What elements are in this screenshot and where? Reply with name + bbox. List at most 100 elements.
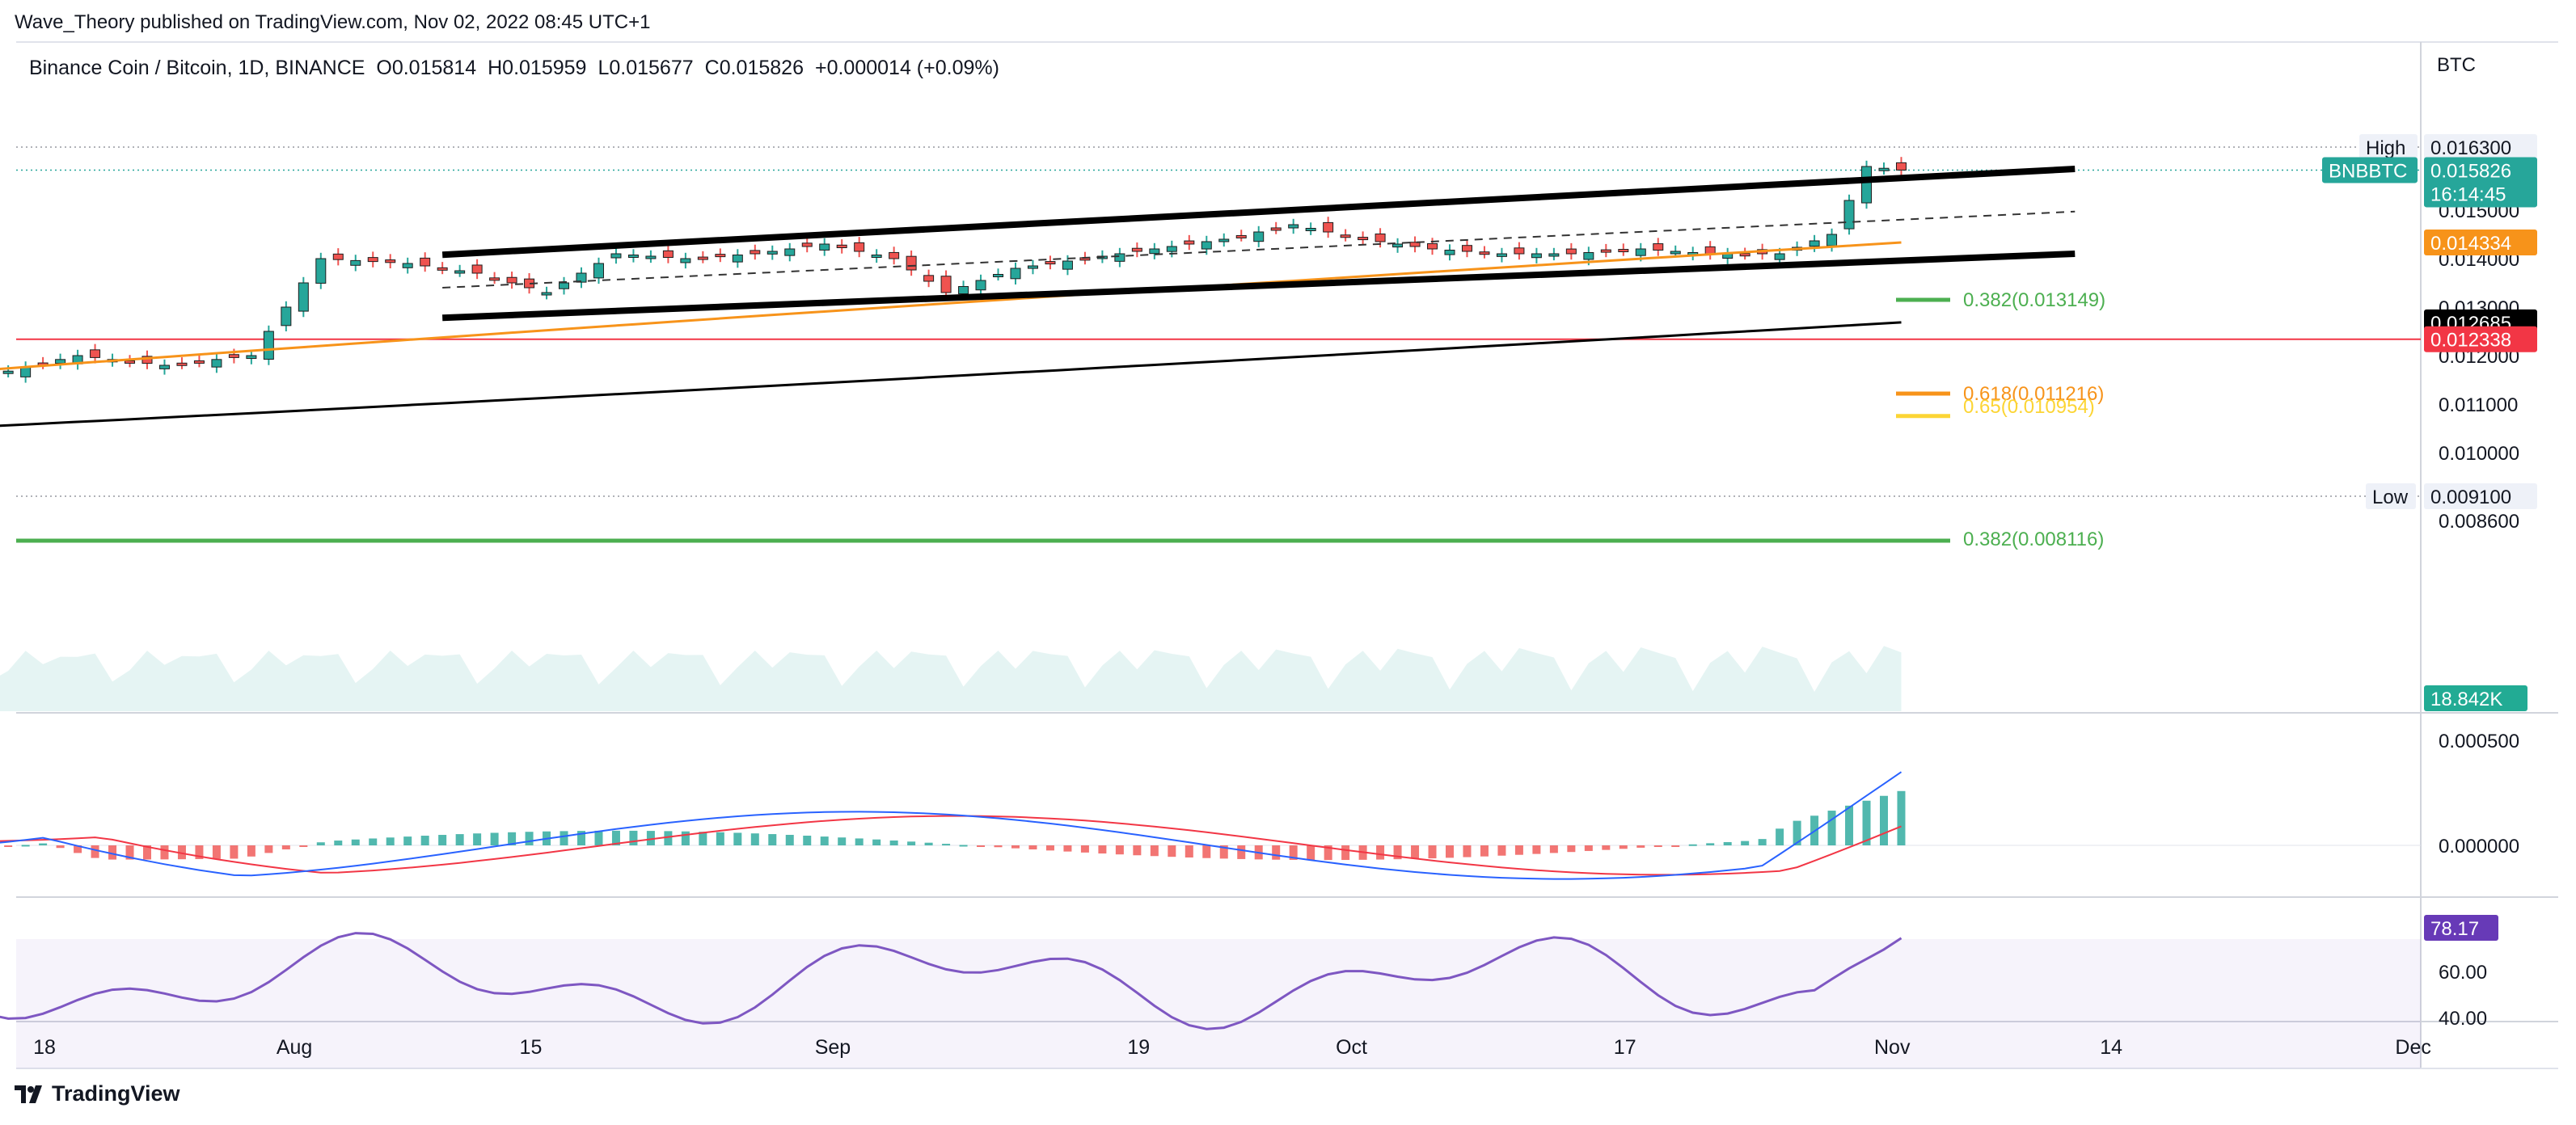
macd-histogram-bar — [907, 841, 916, 845]
tradingview-logo[interactable]: TradingView — [15, 1081, 180, 1106]
rsi-tick-label: 60.00 — [2439, 962, 2487, 984]
candle-body — [1600, 249, 1611, 253]
low-price-tag-bg — [2424, 483, 2537, 509]
macd-histogram-bar — [1202, 845, 1211, 858]
macd-histogram-bar — [1862, 800, 1871, 845]
candle-body — [1704, 246, 1716, 255]
price-tick-label: 0.010000 — [2439, 443, 2519, 465]
low-price-tag: 0.009100 — [2430, 487, 2511, 508]
price-tick-label: 0.008600 — [2439, 511, 2519, 533]
candle-body — [1548, 253, 1560, 257]
macd-histogram-bar — [1324, 845, 1332, 861]
symbol-name-tag: BNBBTC — [2329, 160, 2407, 182]
candle-body — [732, 255, 743, 263]
candle-body — [1774, 253, 1785, 260]
macd-histogram-bar — [264, 845, 273, 853]
ema50-price-tag: 0.014334 — [2430, 233, 2511, 255]
channel-mid-line — [442, 210, 2076, 289]
macd-histogram-bar — [1741, 841, 1750, 845]
high-label-tag: High — [2366, 137, 2405, 159]
macd-histogram-bar — [1411, 845, 1420, 859]
macd-tick-label: 0.000500 — [2439, 731, 2519, 752]
candle-body — [750, 250, 761, 255]
macd-histogram-bar — [74, 845, 82, 853]
macd-histogram-bar — [455, 834, 464, 845]
candle-body — [923, 275, 935, 282]
rsi-line — [0, 932, 1902, 1030]
time-tick-label: 19 — [1127, 1036, 1150, 1059]
macd-histogram-bar — [872, 839, 881, 845]
macd-histogram-bar — [125, 845, 134, 860]
low-label-tag: Low — [2372, 487, 2409, 508]
macd-histogram-bar — [768, 834, 777, 845]
macd-histogram-bar — [1080, 845, 1089, 853]
macd-histogram-bar — [369, 838, 378, 845]
candle-body — [1201, 241, 1212, 250]
macd-histogram-bar — [733, 832, 742, 845]
candle-body — [1062, 260, 1073, 270]
candle-body — [801, 242, 813, 247]
candle-body — [1618, 249, 1629, 253]
macd-histogram-bar — [438, 835, 447, 845]
candle-body — [871, 255, 882, 258]
candle-body — [1027, 265, 1038, 269]
candle-body — [593, 263, 604, 279]
macd-tick-label: 0.000000 — [2439, 836, 2519, 857]
macd-histogram-bar — [247, 845, 255, 857]
candle-body — [1288, 224, 1299, 229]
high-label-tag-bg — [2359, 134, 2418, 160]
sma200-line — [0, 321, 1902, 428]
macd-histogram-bar — [1549, 845, 1558, 853]
candle-body — [697, 256, 708, 260]
publisher-line: Wave_Theory published on TradingView.com… — [15, 11, 651, 33]
macd-histogram-bar — [108, 845, 117, 860]
macd-histogram-bar — [1341, 845, 1350, 861]
candle-body — [1826, 234, 1838, 246]
candle-body — [1114, 253, 1125, 262]
time-tick-label: Sep — [815, 1036, 851, 1059]
symbol-legend[interactable]: Binance Coin / Bitcoin, 1D, BINANCE O0.0… — [29, 57, 999, 80]
candle-body — [1270, 227, 1282, 231]
axes-layer: BTC0.0163000.0150000.0140000.0130000.012… — [33, 54, 2537, 1059]
candle-body — [315, 258, 327, 284]
macd-histogram-bar — [820, 836, 829, 845]
fib-618-label: 0.618(0.011216) — [1963, 383, 2104, 405]
candle-body — [263, 331, 274, 360]
macd-histogram-bar — [785, 834, 794, 845]
macd-histogram-bar — [942, 844, 951, 846]
candle-body — [437, 267, 448, 271]
time-tick-label: Oct — [1336, 1036, 1367, 1059]
candle-body — [1479, 251, 1490, 255]
candle-body — [158, 364, 170, 369]
macd-histogram-bar — [681, 831, 690, 845]
tradingview-logo-icon — [15, 1085, 42, 1103]
candle-body — [958, 286, 969, 295]
candle-body — [1184, 240, 1195, 245]
candle-body — [1358, 237, 1369, 241]
symbol-name-tag-bg — [2322, 157, 2418, 183]
macd-histogram-bar — [316, 842, 325, 845]
macd-histogram-bar — [525, 832, 534, 845]
candle-body — [332, 253, 344, 260]
candle-body — [1531, 253, 1542, 259]
fib-65-label: 0.65(0.010954) — [1963, 396, 2095, 418]
macd-histogram-bar — [1133, 845, 1142, 856]
candle-body — [1809, 240, 1820, 247]
candle-body — [176, 362, 188, 366]
macd-histogram-bar — [212, 845, 221, 859]
candle-body — [350, 259, 361, 266]
candle-body — [680, 258, 691, 263]
macd-histogram-bar — [959, 845, 968, 847]
candle-body — [1895, 162, 1907, 171]
macd-histogram-bar — [1827, 811, 1836, 845]
candle-body — [1739, 253, 1750, 257]
candle-body — [1045, 261, 1056, 265]
candle-body — [1305, 228, 1316, 231]
candle-body — [402, 263, 413, 268]
candle-body — [193, 360, 205, 364]
macd-histogram-bar — [1463, 845, 1472, 857]
fib-382-upper-label: 0.382(0.013149) — [1963, 289, 2105, 311]
macd-signal-line — [0, 815, 1902, 876]
macd-histogram-bar — [1115, 845, 1124, 855]
